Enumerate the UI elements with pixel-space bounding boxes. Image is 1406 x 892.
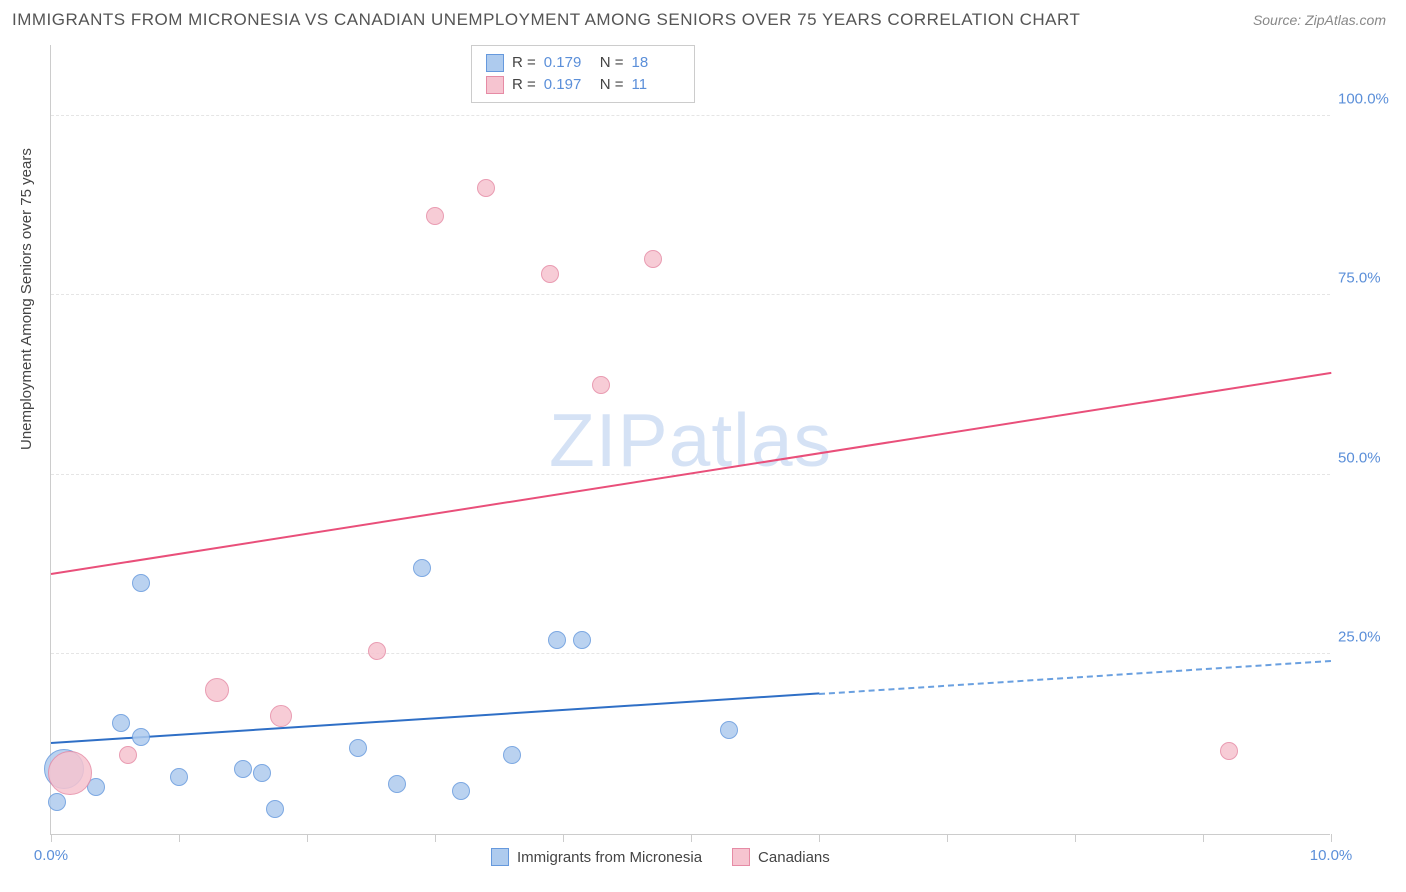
x-tick xyxy=(51,834,52,842)
data-point xyxy=(132,728,150,746)
legend-row: R = 0.197 N = 11 xyxy=(486,74,680,96)
plot-area: ZIPatlas R =0.179N =18R =0.197N =11 Immi… xyxy=(50,45,1330,835)
legend-series: Immigrants from Micronesia Canadians xyxy=(491,848,830,866)
x-tick xyxy=(435,834,436,842)
x-tick xyxy=(307,834,308,842)
legend-row: R = 0.179 N = 18 xyxy=(486,52,680,74)
gridline xyxy=(51,653,1330,654)
x-tick xyxy=(563,834,564,842)
trend-line xyxy=(51,693,819,745)
watermark: ZIPatlas xyxy=(549,397,832,483)
data-point xyxy=(48,751,92,795)
legend-label: Canadians xyxy=(758,849,830,866)
x-tick xyxy=(691,834,692,842)
x-tick xyxy=(1075,834,1076,842)
legend-n-value: 11 xyxy=(632,74,680,96)
legend-label: Immigrants from Micronesia xyxy=(517,849,702,866)
y-tick-label: 75.0% xyxy=(1338,270,1398,287)
legend-r-value: 0.197 xyxy=(544,74,592,96)
data-point xyxy=(1220,742,1238,760)
data-point xyxy=(112,714,130,732)
data-point xyxy=(368,642,386,660)
x-tick xyxy=(947,834,948,842)
data-point xyxy=(413,559,431,577)
chart-title: IMMIGRANTS FROM MICRONESIA VS CANADIAN U… xyxy=(12,10,1080,30)
legend-r-value: 0.179 xyxy=(544,52,592,74)
data-point xyxy=(477,179,495,197)
data-point xyxy=(48,793,66,811)
data-point xyxy=(266,800,284,818)
y-tick-label: 25.0% xyxy=(1338,629,1398,646)
x-tick xyxy=(819,834,820,842)
legend-r-label: R = xyxy=(512,74,536,96)
gridline xyxy=(51,294,1330,295)
data-point xyxy=(644,250,662,268)
data-point xyxy=(270,705,292,727)
data-point xyxy=(205,678,229,702)
legend-swatch xyxy=(486,76,504,94)
source-label: Source: ZipAtlas.com xyxy=(1253,12,1386,28)
x-tick-label: 0.0% xyxy=(34,847,68,864)
data-point xyxy=(388,775,406,793)
trend-line xyxy=(819,660,1331,695)
data-point xyxy=(170,768,188,786)
y-axis-label: Unemployment Among Seniors over 75 years xyxy=(18,148,35,450)
data-point xyxy=(720,721,738,739)
legend-swatch xyxy=(486,54,504,72)
data-point xyxy=(573,631,591,649)
data-point xyxy=(426,207,444,225)
y-tick-label: 100.0% xyxy=(1338,90,1398,107)
data-point xyxy=(253,764,271,782)
legend-swatch xyxy=(491,848,509,866)
legend-correlation-box: R = 0.179 N = 18 R = 0.197 N = 11 xyxy=(471,45,695,103)
legend-swatch xyxy=(732,848,750,866)
data-point xyxy=(234,760,252,778)
legend-n-label: N = xyxy=(600,52,624,74)
x-tick xyxy=(1331,834,1332,842)
x-tick-label: 10.0% xyxy=(1310,847,1353,864)
gridline xyxy=(51,115,1330,116)
y-tick-label: 50.0% xyxy=(1338,449,1398,466)
legend-item: Immigrants from Micronesia xyxy=(491,848,702,866)
legend-n-value: 18 xyxy=(632,52,680,74)
x-tick xyxy=(179,834,180,842)
data-point xyxy=(349,739,367,757)
data-point xyxy=(541,265,559,283)
data-point xyxy=(592,376,610,394)
data-point xyxy=(132,574,150,592)
data-point xyxy=(548,631,566,649)
data-point xyxy=(503,746,521,764)
x-tick xyxy=(1203,834,1204,842)
data-point xyxy=(119,746,137,764)
legend-r-label: R = xyxy=(512,52,536,74)
legend-n-label: N = xyxy=(600,74,624,96)
legend-item: Canadians xyxy=(732,848,830,866)
data-point xyxy=(452,782,470,800)
